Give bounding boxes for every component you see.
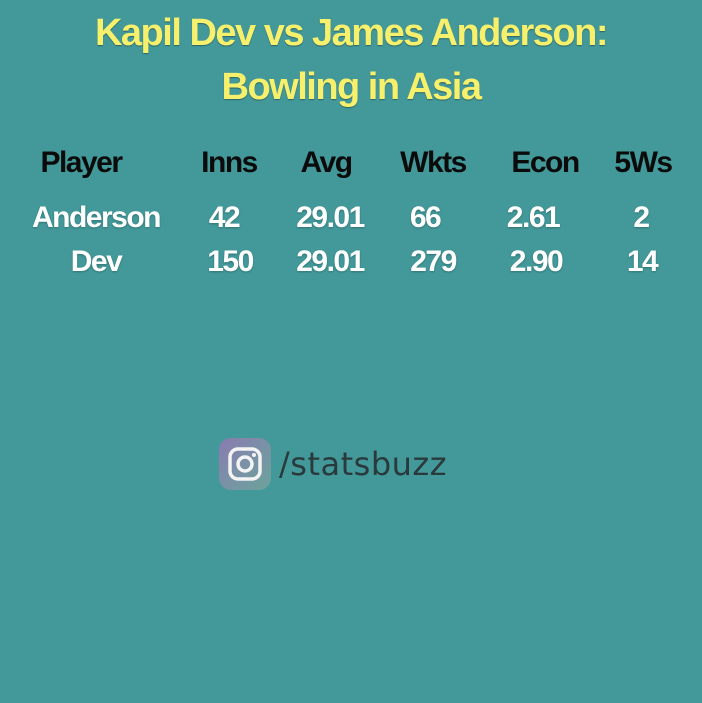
row-econ: 2.61 (506, 201, 561, 234)
header-econ: Econ (511, 146, 580, 179)
row-econ: 2.90 (509, 245, 564, 278)
row-5ws: 2 (633, 201, 650, 234)
row-player: Dev (70, 245, 123, 278)
title-line-1: Kapil Dev vs James Anderson: (94, 12, 609, 54)
social-handle[interactable]: /statsbuzz (219, 438, 447, 490)
title-line-2: Bowling in Asia (221, 66, 483, 108)
row-wkts: 279 (410, 245, 457, 278)
row-5ws: 14 (626, 245, 659, 278)
header-5ws: 5Ws (614, 146, 673, 179)
header-player: Player (40, 146, 123, 179)
header-avg: Avg (300, 146, 353, 179)
header-wkts: Wkts (400, 146, 467, 179)
row-inns: 42 (208, 201, 241, 234)
header-inns: Inns (201, 146, 258, 179)
row-wkts: 66 (409, 201, 442, 234)
row-avg: 29.01 (296, 245, 365, 278)
handle-text[interactable]: /statsbuzz (279, 445, 448, 483)
row-avg: 29.01 (296, 201, 365, 234)
row-player: Anderson (31, 201, 162, 234)
row-inns: 150 (207, 245, 254, 278)
instagram-icon (219, 438, 271, 490)
